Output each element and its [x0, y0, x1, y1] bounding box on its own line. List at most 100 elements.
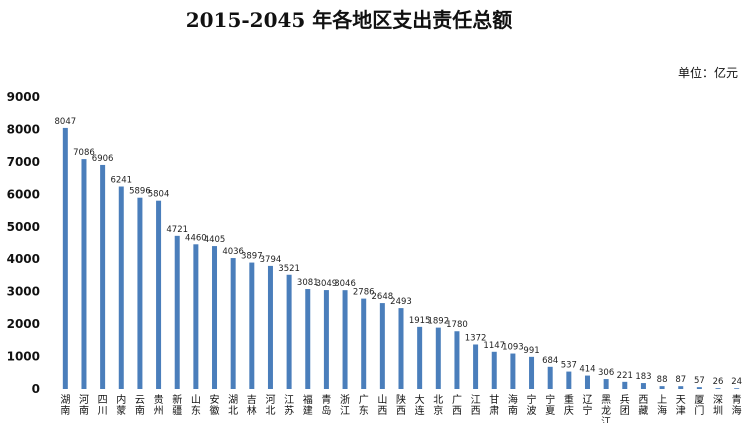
- data-label: 26: [713, 377, 724, 387]
- data-label: 7086: [73, 148, 95, 158]
- bar: [305, 289, 311, 389]
- bar: [715, 388, 721, 389]
- x-tick-label: 辽宁: [582, 394, 592, 417]
- data-label: 1780: [446, 320, 468, 330]
- bar: [174, 235, 180, 389]
- data-label: 5804: [148, 190, 170, 200]
- y-tick-label: 7000: [7, 155, 40, 169]
- x-tick-label: 河南: [79, 394, 89, 417]
- bar: [435, 327, 441, 389]
- data-label: 3049: [316, 279, 338, 289]
- unit-label: 单位：亿元: [678, 65, 738, 80]
- y-tick-label: 3000: [7, 285, 40, 299]
- bars: [62, 127, 740, 389]
- bar: [584, 375, 590, 389]
- y-tick-label: 9000: [7, 90, 40, 104]
- bar: [323, 290, 329, 389]
- bar: [734, 388, 740, 389]
- y-tick-label: 4000: [7, 252, 40, 266]
- data-label: 88: [657, 375, 668, 385]
- data-label: 1915: [409, 316, 431, 326]
- x-tick-label: 西藏: [638, 395, 648, 417]
- data-label: 991: [523, 346, 539, 356]
- bar: [491, 351, 497, 389]
- x-tick-label: 四川: [98, 395, 108, 417]
- x-tick-label: 甘肃: [489, 393, 499, 417]
- data-label: 4460: [185, 233, 207, 243]
- x-tick-label: 山西: [377, 394, 387, 417]
- x-tick-label: 天津: [676, 395, 686, 417]
- x-tick-label: 深圳: [713, 394, 723, 417]
- x-tick-label: 云南: [135, 395, 145, 417]
- bar: [249, 262, 255, 389]
- data-label: 4405: [204, 235, 226, 245]
- x-tick-label: 厦门: [694, 394, 704, 417]
- y-tick-label: 5000: [7, 220, 40, 234]
- bar: [342, 290, 348, 389]
- data-label: 87: [675, 375, 686, 385]
- data-label: 306: [598, 368, 614, 378]
- bar: [659, 386, 665, 389]
- x-axis: 湖南河南四川内蒙云南贵州新疆山东安徽湖北吉林河北江苏福建青岛浙江广东山西陕西大连…: [60, 393, 741, 423]
- bar: [193, 244, 199, 389]
- data-label: 5896: [129, 187, 151, 197]
- x-tick-label: 重庆: [564, 393, 574, 417]
- bar: [81, 159, 87, 389]
- x-tick-label: 浙江: [340, 394, 350, 417]
- data-label: 24: [731, 377, 742, 387]
- y-tick-label: 2000: [7, 317, 40, 331]
- data-label: 4036: [222, 247, 244, 257]
- data-label: 1147: [483, 341, 505, 351]
- y-tick-label: 1000: [7, 350, 40, 364]
- x-tick-label: 贵州: [154, 393, 164, 417]
- x-tick-label: 湖北: [228, 394, 238, 417]
- data-label: 8047: [55, 117, 77, 127]
- bar: [100, 164, 106, 389]
- x-tick-label: 北京: [433, 394, 443, 417]
- data-label: 1892: [427, 317, 449, 327]
- data-label: 221: [617, 371, 633, 381]
- x-tick-label: 吉林: [247, 394, 257, 417]
- bar: [417, 326, 423, 389]
- data-label: 3794: [260, 255, 282, 265]
- bar: [267, 265, 273, 389]
- bar: [137, 197, 143, 389]
- data-label: 6241: [110, 176, 132, 186]
- x-tick-label: 广西: [452, 394, 462, 417]
- bar: [398, 308, 404, 389]
- bar: [603, 379, 609, 389]
- bar: [678, 386, 684, 389]
- x-tick-label: 福建: [303, 393, 313, 417]
- data-label: 2648: [372, 292, 394, 302]
- x-tick-label: 湖南: [60, 394, 70, 417]
- data-label: 183: [635, 372, 651, 382]
- data-label: 1372: [465, 333, 487, 343]
- data-label: 3081: [297, 278, 319, 288]
- data-label: 1093: [502, 343, 524, 353]
- x-tick-label: 青岛: [321, 393, 331, 417]
- bar: [118, 186, 124, 389]
- data-label: 2493: [390, 297, 412, 307]
- bar: [212, 246, 218, 389]
- bar: [230, 258, 236, 389]
- bar: [379, 303, 385, 389]
- data-label: 414: [579, 365, 595, 375]
- x-tick-label: 陕西: [396, 393, 406, 417]
- bar: [473, 344, 479, 389]
- x-tick-label: 大连: [415, 393, 425, 417]
- x-tick-label: 宁波: [527, 393, 537, 417]
- bar: [566, 371, 572, 389]
- x-tick-label: 宁夏: [545, 393, 555, 417]
- data-label: 2786: [353, 288, 375, 298]
- x-tick-label: 上海: [657, 394, 667, 417]
- x-tick-label: 江西: [471, 394, 481, 417]
- x-tick-label: 青海: [732, 393, 742, 417]
- y-tick-label: 6000: [7, 187, 40, 201]
- bar: [62, 127, 68, 389]
- data-label: 537: [561, 361, 577, 371]
- x-tick-label: 兵团: [620, 393, 630, 417]
- data-label: 6906: [92, 154, 114, 164]
- bar: [640, 383, 646, 389]
